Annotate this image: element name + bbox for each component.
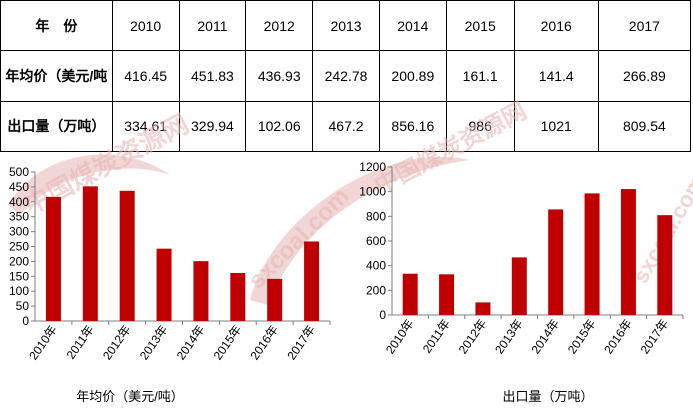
bar — [156, 248, 172, 321]
bar — [230, 272, 246, 321]
y-tick-label: 500 — [9, 165, 29, 179]
watermark-text-left: 中国煤炭资源网 — [19, 108, 194, 220]
year-cell: 2010 — [111, 0, 180, 52]
bar — [584, 193, 600, 315]
y-tick-label: 300 — [9, 225, 29, 239]
table-cell: 329.94 — [178, 100, 247, 153]
row-label: 出口量（万吨） — [0, 100, 113, 153]
y-tick-label: 200 — [366, 283, 386, 297]
watermark-text-right: sxcoal.com — [243, 183, 355, 295]
table-cell: 809.54 — [597, 100, 692, 153]
table-cell: 416.45 — [111, 50, 180, 102]
table-header-row: 年 份 2010 2011 2012 2013 2014 2015 2016 2… — [0, 0, 692, 52]
bar — [620, 189, 636, 315]
table-cell: 1021 — [513, 100, 599, 153]
bar — [475, 302, 491, 315]
table-cell: 141.4 — [513, 50, 599, 102]
y-tick-label: 1000 — [359, 185, 386, 199]
y-tick-label: 400 — [366, 259, 386, 273]
x-tick-label: 2012年 — [100, 323, 134, 363]
bar — [193, 261, 209, 321]
y-tick-label: 100 — [9, 284, 29, 298]
x-tick-label: 2011年 — [64, 323, 97, 362]
y-tick-label: 1200 — [359, 160, 386, 174]
y-tick-label: 0 — [22, 314, 29, 328]
year-cell: 2015 — [445, 0, 515, 52]
table-row-export: 出口量（万吨） 334.61 329.94 102.06 467.2 856.1… — [0, 100, 692, 153]
bar — [402, 273, 418, 315]
bar — [267, 278, 283, 321]
y-tick-label: 0 — [379, 308, 386, 322]
y-tick-label: 350 — [9, 210, 29, 224]
bar — [45, 196, 61, 321]
year-cell: 2012 — [245, 0, 314, 52]
x-tick-label: 2015年 — [565, 317, 599, 357]
watermark-text-right-2: 中国煤炭资源网 — [370, 98, 531, 201]
table-cell: 161.1 — [445, 50, 515, 102]
export-chart: 0 200 400 600 800 1000 1200 2010年 2011年 2012年 2013… — [359, 160, 684, 357]
x-tick-label: 2011年 — [420, 317, 453, 356]
bar — [439, 274, 455, 315]
watermark-swoosh-left — [8, 154, 170, 215]
year-cell: 2016 — [513, 0, 599, 52]
x-tick-label: 2017年 — [284, 323, 318, 363]
y-tick-label: 800 — [366, 209, 386, 223]
header-label: 年 份 — [0, 0, 113, 52]
export-chart-xlabel: 出口量（万吨） — [502, 389, 593, 404]
bar — [119, 190, 135, 321]
x-tick-label: 2014年 — [528, 317, 562, 357]
bar — [511, 257, 527, 315]
y-tick-label: 250 — [9, 240, 29, 254]
x-tick-label: 2010年 — [26, 323, 60, 363]
row-label: 年均价（美元/吨 — [0, 50, 113, 102]
y-tick-label: 400 — [9, 195, 29, 209]
table-cell: 102.06 — [245, 100, 314, 153]
price-chart-xlabel: 年均价（美元/吨） — [76, 389, 184, 404]
bar — [304, 241, 320, 321]
y-tick-label: 150 — [9, 269, 29, 283]
x-tick-label: 2016年 — [601, 317, 635, 357]
bar — [82, 186, 98, 321]
table-cell: 334.61 — [111, 100, 180, 153]
watermark-swoosh-right — [250, 156, 470, 305]
y-tick-label: 200 — [9, 254, 29, 268]
x-tick-label: 2010年 — [383, 317, 417, 357]
y-tick-label: 600 — [366, 234, 386, 248]
data-table: 年 份 2010 2011 2012 2013 2014 2015 2016 2… — [0, 0, 692, 153]
x-tick-label: 2016年 — [247, 323, 281, 363]
x-tick-label: 2013年 — [492, 317, 526, 357]
y-tick-label: 50 — [16, 299, 30, 313]
x-tick-label: 2012年 — [456, 317, 490, 357]
table-row-price: 年均价（美元/吨 416.45 451.83 436.93 242.78 200… — [0, 50, 692, 102]
x-tick-label: 2015年 — [211, 323, 245, 363]
bar — [548, 209, 564, 315]
table-cell: 986 — [445, 100, 515, 153]
y-tick-label: 450 — [9, 180, 29, 194]
year-cell: 2017 — [597, 0, 692, 52]
table-cell: 200.89 — [378, 50, 447, 102]
table-cell: 242.78 — [312, 50, 380, 102]
x-tick-label: 2013年 — [137, 323, 171, 363]
bar — [657, 215, 673, 315]
x-tick-label: 2014年 — [174, 323, 208, 363]
x-tick-label: 2017年 — [638, 317, 672, 357]
table-cell: 451.83 — [178, 50, 247, 102]
